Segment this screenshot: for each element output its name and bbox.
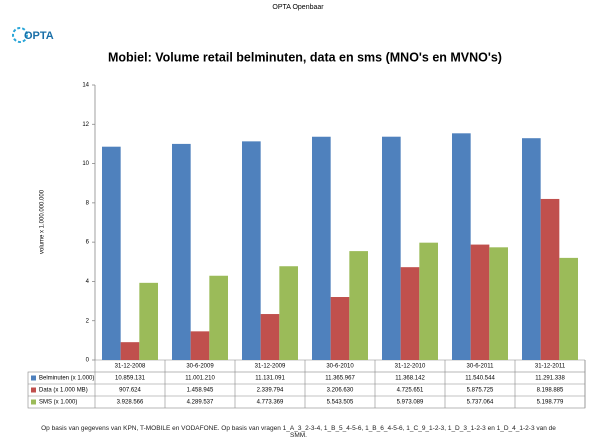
table-cell: 11.540.544 [465,376,495,382]
y-tick-label: 8 [86,200,90,206]
bar [559,257,578,360]
table-cell: 11.001.210 [185,376,215,382]
bar [190,331,210,360]
table-cell: 10.859.131 [115,376,146,382]
table-cell: 1.458.945 [187,388,214,394]
x-tick-label: 30-6-2011 [467,364,495,370]
bar [382,136,401,360]
table-cell: 5.973.089 [397,400,424,406]
legend-swatch [31,375,36,381]
y-tick-label: 12 [82,122,89,128]
bar [172,143,191,360]
x-tick-label: 30-6-2009 [186,364,214,370]
legend-label: SMS (x 1.000) [39,400,77,406]
bar [489,247,508,360]
chart-title: Mobiel: Volume retail belminuten, data e… [108,50,502,64]
bar [120,342,140,360]
x-tick-label: 30-6-2010 [326,364,354,370]
table-cell: 8.198.885 [537,388,564,394]
x-tick-label: 31-12-2008 [115,364,146,370]
table-frame [27,371,586,409]
table-cell: 5.875.725 [467,388,494,394]
bar [242,141,261,360]
header: OPTA Openbaar [272,4,324,11]
bar [452,133,471,360]
logo-icon [12,27,28,43]
table-cell: 5.198.779 [537,400,564,406]
legend-swatch [31,387,36,393]
y-tick-label: 2 [86,318,90,324]
y-tick-label: 14 [82,83,89,89]
y-tick-label: 0 [86,358,90,364]
bar [102,146,121,360]
y-tick-label: 6 [86,240,90,246]
bar [522,138,541,360]
legend-swatch [31,399,36,405]
table-cell: 3.928.566 [117,400,144,406]
table-cell: 11.368.142 [395,376,425,382]
bar [139,282,158,360]
table-cell: 4.725.651 [397,388,424,394]
table-cell: 11.365.967 [325,376,355,382]
table-cell: 4.289.537 [187,400,214,406]
y-tick-label: 10 [82,161,89,167]
bar [540,198,560,360]
logo: OPTA [24,30,54,42]
table-cell: 3.206.630 [327,388,354,394]
y-axis-label: volume x 1.000.000.000 [40,189,46,254]
table-cell: 907.624 [119,388,141,394]
table-cell: 11.291.338 [535,376,565,382]
x-tick-label: 31-12-2010 [395,364,426,370]
bar [330,297,350,360]
table-cell: 4.773.369 [257,400,284,406]
x-tick-label: 31-12-2009 [255,364,286,370]
table-cell: 5.543.505 [327,400,354,406]
y-tick-label: 4 [86,279,90,285]
bar [419,242,438,360]
bar [209,275,228,360]
bar [312,136,331,360]
bar [279,266,298,360]
x-tick-label: 31-12-2011 [535,364,566,370]
legend-label: Belminuten (x 1.000) [39,376,94,382]
table-cell: 11.131.091 [255,376,285,382]
bar [349,251,368,360]
legend-label: Data (x 1.000 MB) [39,388,88,394]
bar [470,244,490,360]
bar [400,267,420,360]
table-cell: 5.737.064 [467,400,494,406]
table-cell: 2.339.794 [257,388,284,394]
bar [260,314,280,360]
footer: Op basis van gegevens van KPN, T-MOBILE … [41,425,556,439]
